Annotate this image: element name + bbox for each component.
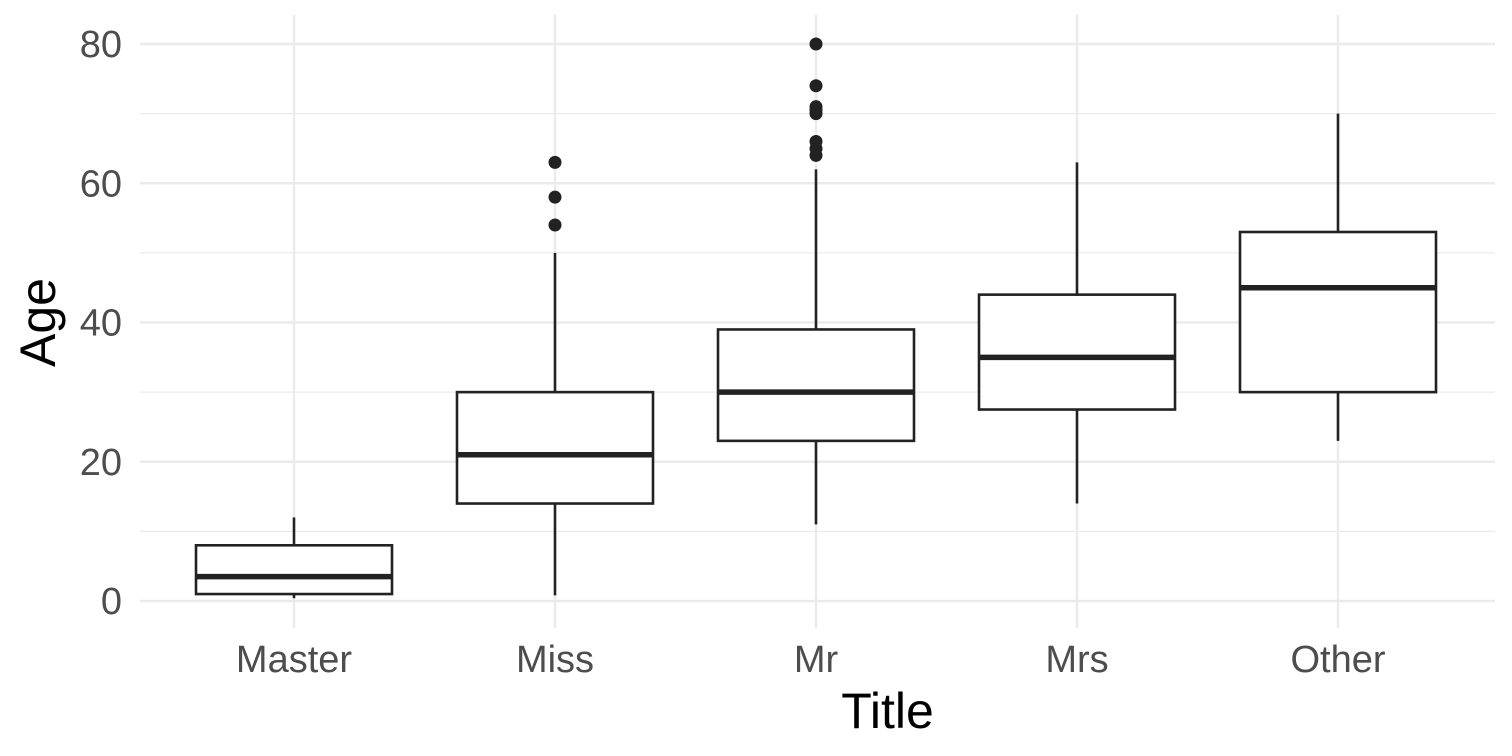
box-iqr <box>1238 230 1438 394</box>
outlier-point <box>548 190 562 204</box>
outlier-point <box>809 134 823 148</box>
boxes <box>194 37 1438 599</box>
box-other <box>1238 113 1438 441</box>
outlier-point <box>548 155 562 169</box>
y-tick-label: 40 <box>80 303 122 345</box>
box-iqr <box>977 293 1177 411</box>
x-tick-label: Master <box>236 639 352 681</box>
x-tick-label: Mr <box>794 639 839 681</box>
box-iqr <box>194 543 394 596</box>
y-axis-title: Age <box>10 278 66 367</box>
x-tick-label: Mrs <box>1045 639 1108 681</box>
x-axis-title: Title <box>841 683 934 739</box>
outlier-point <box>809 37 823 51</box>
y-tick-label: 60 <box>80 163 122 205</box>
box-iqr <box>716 328 916 443</box>
x-tick-label: Miss <box>516 639 594 681</box>
y-tick-label: 0 <box>101 581 122 623</box>
box-iqr <box>455 390 655 505</box>
outlier-point <box>809 79 823 93</box>
outlier-point <box>809 100 823 114</box>
y-tick-label: 20 <box>80 442 122 484</box>
x-tick-label: Other <box>1290 639 1385 681</box>
outlier-point <box>548 218 562 232</box>
y-tick-label: 80 <box>80 24 122 66</box>
box-master <box>194 517 394 599</box>
box-mrs <box>977 162 1177 504</box>
box-mr <box>716 37 916 525</box>
box-miss <box>455 155 655 596</box>
tick-labels: 0 20 40 60 80 Master Miss Mr Mrs Other <box>80 24 1386 681</box>
